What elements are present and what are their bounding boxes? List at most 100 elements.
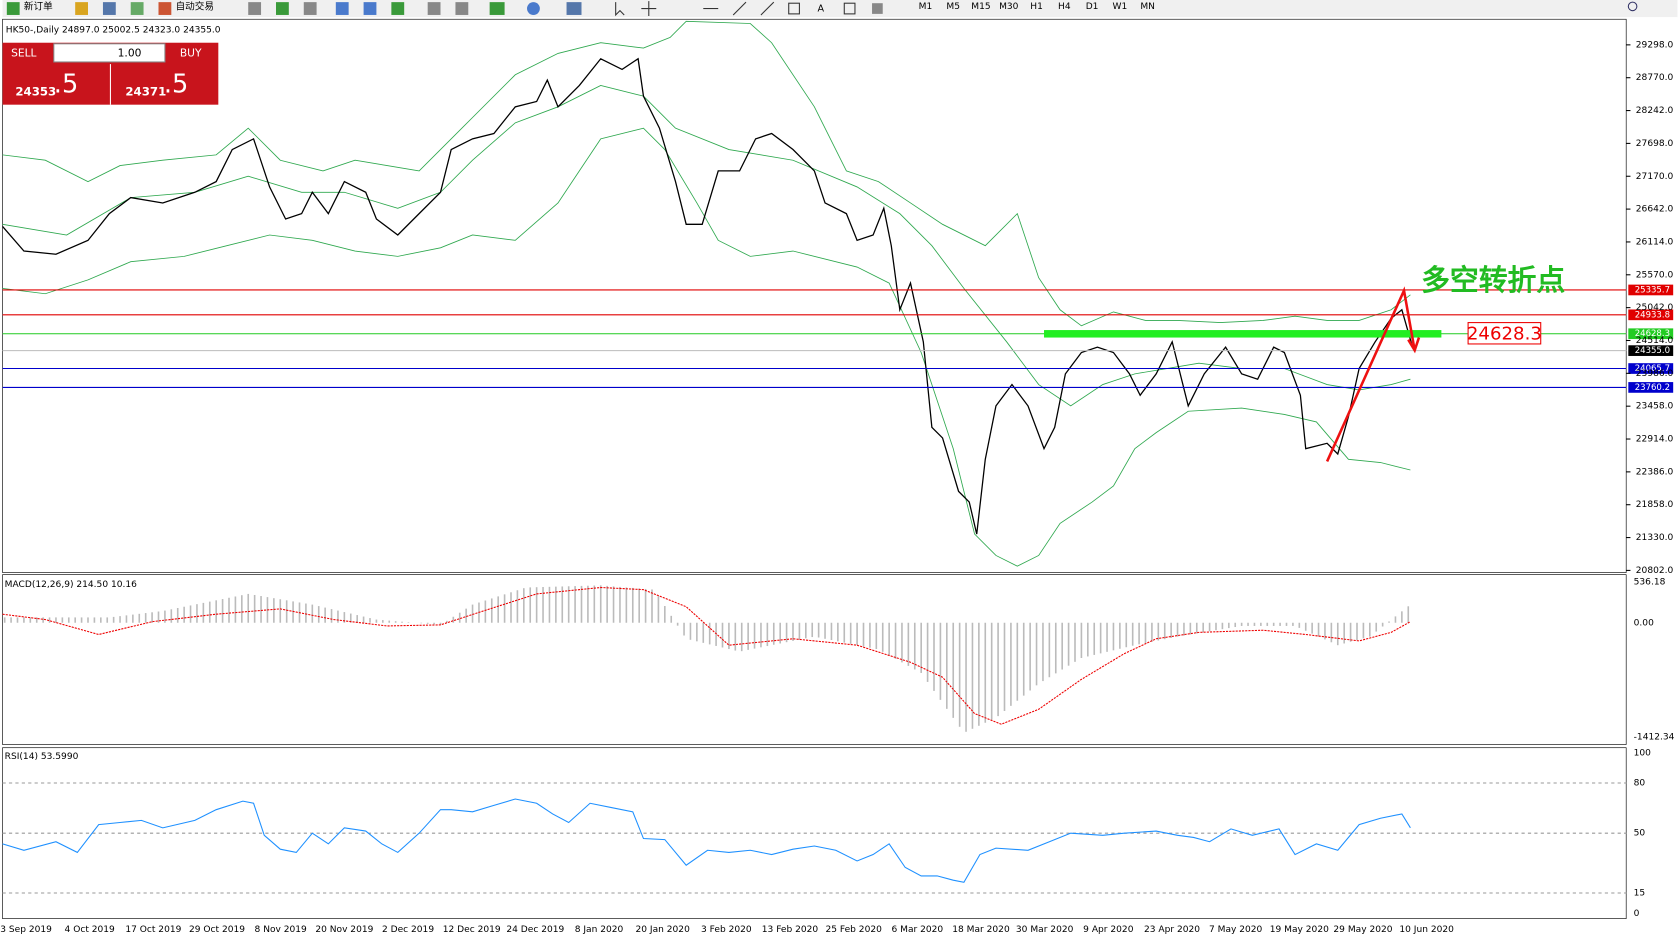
- buy-price-frac[interactable]: .5: [164, 69, 188, 99]
- fibo[interactable]: [788, 2, 800, 15]
- macd-panel: [2, 574, 1627, 745]
- rsi-line: [2, 798, 1411, 883]
- y-tick-label: 27170.0: [1636, 172, 1674, 182]
- date-label: 20 Nov 2019: [315, 925, 373, 935]
- macd-axis: 536.18 0.00 -1412.34: [1634, 578, 1675, 743]
- price-path: [2, 57, 1414, 535]
- volume-input[interactable]: [53, 43, 166, 63]
- timeframe[interactable]: M1: [919, 2, 933, 12]
- new-order[interactable]: 新订单: [24, 0, 53, 12]
- tool-icon[interactable]: [455, 2, 469, 15]
- cursor[interactable]: [615, 2, 625, 17]
- buy-button[interactable]: BUY: [180, 46, 202, 59]
- sell-price-frac[interactable]: .5: [54, 69, 78, 99]
- annotation-box: [1467, 322, 1542, 345]
- toolbar: [2, 0, 1678, 18]
- rsi-tick-label: 80: [1634, 778, 1646, 788]
- macd-tick-label: -1412.34: [1634, 733, 1675, 743]
- y-tick-label: 21858.0: [1636, 500, 1674, 510]
- rsi-tick-label: 0: [1634, 909, 1640, 919]
- date-label: 29 Oct 2019: [189, 925, 245, 935]
- auto-trading-icon[interactable]: [158, 2, 172, 15]
- templates[interactable]: [566, 2, 582, 15]
- timeframe[interactable]: H4: [1058, 2, 1071, 12]
- macd-tick-label: 0.00: [1634, 618, 1654, 628]
- y-tick-label: 22386.0: [1636, 467, 1674, 477]
- date-label: 2 Dec 2019: [382, 925, 434, 935]
- tool-icon[interactable]: [427, 2, 441, 15]
- y-tick-label: 28242.0: [1636, 106, 1674, 116]
- timeframe[interactable]: M5: [946, 2, 960, 12]
- timeframe[interactable]: H1: [1030, 2, 1043, 12]
- level-tag: [1628, 382, 1674, 393]
- toolbar-icon[interactable]: [130, 2, 144, 15]
- level-label: 24355.0: [1635, 346, 1670, 356]
- macd-tick-label: 536.18: [1634, 578, 1666, 588]
- timeframe[interactable]: M30: [999, 2, 1019, 12]
- periods[interactable]: [527, 2, 540, 15]
- sell-price[interactable]: 24353: [15, 84, 56, 98]
- y-tick-label: 24514.0: [1636, 336, 1674, 346]
- label-tool[interactable]: [843, 2, 856, 15]
- timeframes: M1 M5 M15 M30 H1 H4 D1 W1 MN: [919, 2, 1155, 12]
- y-tick-label: 26642.0: [1636, 205, 1674, 215]
- level-label: 24933.8: [1635, 310, 1670, 320]
- date-axis: 3 Sep 2019 4 Oct 2019 17 Oct 2019 29 Oct 20…: [0, 925, 1454, 935]
- timeframe[interactable]: D1: [1086, 2, 1099, 12]
- toolbar-tools: A: [248, 1, 883, 17]
- buy-price[interactable]: 24371: [125, 84, 166, 98]
- search[interactable]: [1627, 1, 1638, 12]
- new-order-icon[interactable]: [6, 2, 20, 15]
- rsi-tick-label: 100: [1634, 749, 1652, 759]
- crosshair[interactable]: [641, 1, 657, 17]
- main-chart: [2, 18, 1627, 573]
- volume[interactable]: 1.00: [118, 46, 142, 59]
- y-tick-label: 23986.0: [1636, 369, 1674, 379]
- date-label: 19 May 2020: [1270, 925, 1329, 935]
- text-tool[interactable]: A: [818, 4, 825, 15]
- rsi-axis: 100 80 50 15 0: [2, 749, 1652, 919]
- timeframe[interactable]: MN: [1140, 2, 1155, 12]
- tool-icon[interactable]: [248, 2, 262, 15]
- date-label: 29 May 2020: [1333, 925, 1392, 935]
- date-label: 8 Nov 2019: [255, 925, 308, 935]
- level-label: 24628.3: [1635, 329, 1670, 339]
- trendline[interactable]: [732, 1, 747, 16]
- tile[interactable]: [391, 2, 405, 15]
- level-label: 23760.2: [1635, 383, 1670, 393]
- rsi-tick-label: 15: [1634, 889, 1646, 899]
- indicators[interactable]: [489, 2, 505, 15]
- y-tick-label: 22914.0: [1636, 435, 1674, 445]
- y-tick-label: 23458.0: [1636, 402, 1674, 412]
- level-tag: [1628, 309, 1674, 321]
- y-tick-label: 28770.0: [1636, 73, 1674, 83]
- macd-title: MACD(12,26,9) 214.50 10.16: [5, 580, 137, 590]
- level-label: 24065.7: [1635, 364, 1670, 374]
- level-tag: [1628, 328, 1674, 340]
- arrows-tool[interactable]: [872, 3, 883, 14]
- rsi-title: RSI(14) 53.5990: [5, 752, 79, 762]
- tool-icon[interactable]: [303, 2, 317, 15]
- timeframe[interactable]: M15: [971, 2, 990, 12]
- zoom-in[interactable]: [335, 2, 349, 15]
- price-axis: 29298.0 28770.0 28242.0 27698.0 27170.0 26642…: [1626, 40, 1674, 576]
- y-tick-label: 20802.0: [1636, 566, 1674, 576]
- toolbar-icon[interactable]: [102, 2, 116, 15]
- y-tick-label: 29298.0: [1636, 40, 1674, 50]
- level-tag: [1628, 284, 1674, 296]
- zoom-out[interactable]: [363, 2, 377, 15]
- toolbar-icon[interactable]: [75, 2, 88, 15]
- date-label: 30 Mar 2020: [1016, 925, 1074, 935]
- level-label: 25335.7: [1635, 285, 1670, 295]
- date-label: 18 Mar 2020: [952, 925, 1010, 935]
- annotation-price: 24628.3: [1467, 323, 1542, 344]
- tool-icon[interactable]: [276, 2, 289, 15]
- sell-button[interactable]: SELL: [11, 46, 36, 59]
- date-label: 7 May 2020: [1209, 925, 1263, 935]
- timeframe[interactable]: W1: [1112, 2, 1127, 12]
- channel[interactable]: [760, 1, 775, 16]
- auto-trading[interactable]: 自动交易: [176, 0, 214, 12]
- date-label: 9 Apr 2020: [1083, 925, 1134, 935]
